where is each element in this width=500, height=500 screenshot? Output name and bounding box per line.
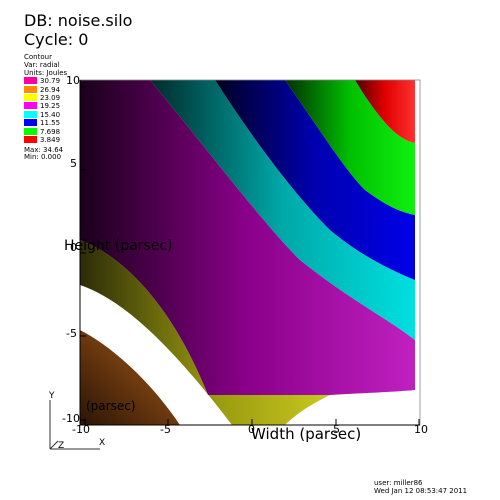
legend-swatch <box>24 77 37 84</box>
legend-variable: Var: radial <box>24 61 60 69</box>
legend-swatch <box>24 86 37 93</box>
x-tick-label: -10 <box>72 424 90 436</box>
triad-y-label: Y <box>49 391 55 401</box>
legend-swatch <box>24 102 37 109</box>
legend-value: 11.55 <box>40 119 60 127</box>
legend-title: Contour <box>24 53 52 61</box>
database-label: DB: noise.silo <box>24 12 132 30</box>
y-tick-label: -5 <box>66 328 77 340</box>
legend-entry: 3.849 <box>24 136 114 145</box>
x-tick-label: 10 <box>414 424 428 436</box>
x-axis-title: Width (parsec) <box>251 426 361 442</box>
legend-min: Min: 0.000 <box>24 153 61 161</box>
x-tick-label: -5 <box>160 424 171 436</box>
legend-swatch <box>24 111 37 118</box>
legend-units: Units: Joules <box>24 69 67 77</box>
legend-value: 15.40 <box>40 111 60 119</box>
legend-value: 30.79 <box>40 77 60 85</box>
y-tick-label: 5 <box>70 158 77 170</box>
legend-swatch <box>24 94 37 101</box>
y-tick-label: 10 <box>66 75 80 87</box>
timestamp-label: Wed Jan 12 08:53:47 2011 <box>374 487 467 495</box>
legend-entry: 19.25 <box>24 102 114 111</box>
legend-swatch <box>24 119 37 126</box>
legend-entry: 11.55 <box>24 119 114 128</box>
legend-value: 19.25 <box>40 102 60 110</box>
legend-value: 26.94 <box>40 86 60 94</box>
legend-value: 3.849 <box>40 136 60 144</box>
y-axis-title: Height (parsec) <box>64 238 172 254</box>
cycle-label: Cycle: 0 <box>24 31 88 49</box>
user-label: user: miller86 <box>374 479 422 487</box>
legend-swatch <box>24 128 37 135</box>
legend-value: 23.09 <box>40 94 60 102</box>
z-axis-title: (parsec) <box>86 399 136 413</box>
legend-swatch <box>24 136 37 143</box>
triad-z-label: Z <box>58 441 64 451</box>
triad-x-label: X <box>99 438 105 448</box>
legend-value: 7.698 <box>40 128 60 136</box>
